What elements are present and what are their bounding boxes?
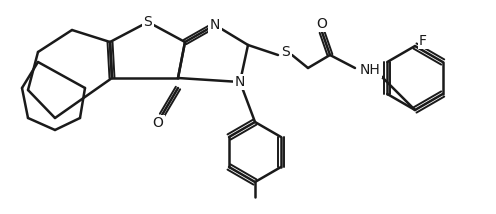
Text: N: N bbox=[210, 18, 220, 32]
Text: S: S bbox=[144, 15, 152, 29]
Text: F: F bbox=[419, 34, 427, 48]
Text: NH: NH bbox=[360, 63, 381, 77]
Text: O: O bbox=[316, 17, 327, 31]
Text: O: O bbox=[153, 116, 164, 130]
Text: N: N bbox=[235, 75, 245, 89]
Text: S: S bbox=[282, 45, 290, 59]
